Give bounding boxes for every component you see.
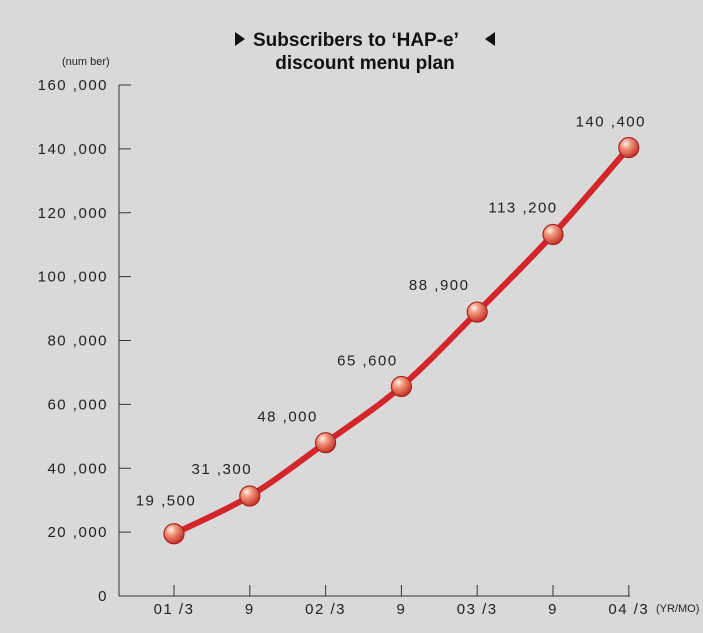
x-tick-label: 02 /3 xyxy=(305,601,346,618)
left-pointing-triangle-icon xyxy=(485,32,495,46)
data-label: 140 ,400 xyxy=(576,114,646,131)
data-label: 113 ,200 xyxy=(488,199,557,216)
data-point xyxy=(315,432,337,454)
chart-title: Subscribers to ‘HAP-e’ discount menu pla… xyxy=(235,30,495,74)
x-tick-label: 01 /3 xyxy=(154,601,195,618)
y-tick-label: 100 ,000 xyxy=(38,269,108,286)
data-point xyxy=(466,301,488,323)
y-tick-label: 20 ,000 xyxy=(47,524,108,541)
data-label: 19 ,500 xyxy=(136,493,197,510)
data-label: 48 ,000 xyxy=(257,409,318,426)
y-axis-ticks: 0 20 ,000 40 ,000 60 ,000 80 ,000 100 ,000 120… xyxy=(38,77,131,605)
x-tick-label: 04 /3 xyxy=(608,601,649,618)
y-tick-label: 60 ,000 xyxy=(47,396,108,413)
data-labels: 19 ,500 31 ,300 48 ,000 65 ,600 88 ,900 113 ,… xyxy=(136,114,646,510)
data-point xyxy=(239,485,261,507)
y-tick-label: 0 xyxy=(98,588,108,605)
data-label: 31 ,300 xyxy=(192,461,253,478)
y-tick-label: 140 ,000 xyxy=(38,141,108,158)
y-tick-label: 160 ,000 xyxy=(38,77,108,94)
data-point xyxy=(390,375,412,398)
data-point xyxy=(542,223,564,246)
title-line-2: discount menu plan xyxy=(275,53,454,74)
y-tick-label: 80 ,000 xyxy=(47,333,108,350)
x-tick-label: 03 /3 xyxy=(457,601,498,618)
title-line-1: Subscribers to ‘HAP-e’ xyxy=(253,30,459,51)
x-tick-label: 9 xyxy=(548,601,558,618)
x-axis-ticks: 01 /3 9 02 /3 9 03 /3 9 04 /3 xyxy=(154,585,649,618)
data-label: 88 ,900 xyxy=(409,277,470,294)
x-tick-label: 9 xyxy=(245,601,255,618)
y-axis-unit-label: (num ber) xyxy=(62,56,110,68)
data-label: 65 ,600 xyxy=(337,352,398,369)
x-tick-label: 9 xyxy=(396,601,406,618)
data-point xyxy=(618,136,640,159)
x-axis-unit-label: (YR/MO) xyxy=(656,603,699,615)
y-tick-label: 120 ,000 xyxy=(38,205,108,222)
series-subscribers xyxy=(163,136,640,545)
y-tick-label: 40 ,000 xyxy=(47,460,108,477)
data-point xyxy=(163,523,185,545)
right-pointing-triangle-icon xyxy=(235,32,245,46)
